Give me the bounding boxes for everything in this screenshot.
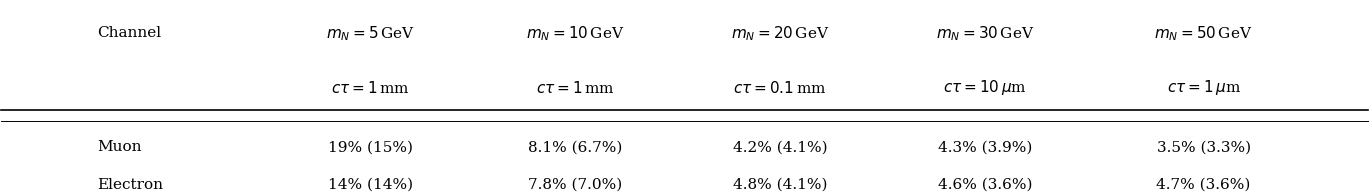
Text: $m_N = 10\,$GeV: $m_N = 10\,$GeV [526,24,624,42]
Text: $c\tau = 1\,$mm: $c\tau = 1\,$mm [535,80,615,95]
Text: $c\tau = 1\,$mm: $c\tau = 1\,$mm [331,80,409,95]
Text: $c\tau = 1\,\mu$m: $c\tau = 1\,\mu$m [1166,78,1240,97]
Text: 19% (15%): 19% (15%) [327,140,413,154]
Text: $c\tau = 0.1\,$mm: $c\tau = 0.1\,$mm [734,80,827,95]
Text: $c\tau = 10\,\mu$m: $c\tau = 10\,\mu$m [943,78,1027,97]
Text: 8.1% (6.7%): 8.1% (6.7%) [528,140,623,154]
Text: 3.5% (3.3%): 3.5% (3.3%) [1157,140,1251,154]
Text: 4.7% (3.6%): 4.7% (3.6%) [1157,178,1251,192]
Text: 4.8% (4.1%): 4.8% (4.1%) [732,178,827,192]
Text: $m_N = 5\,$GeV: $m_N = 5\,$GeV [326,24,415,42]
Text: Channel: Channel [97,26,162,40]
Text: $m_N = 20\,$GeV: $m_N = 20\,$GeV [731,24,830,42]
Text: $m_N = 30\,$GeV: $m_N = 30\,$GeV [936,24,1034,42]
Text: Muon: Muon [97,140,141,154]
Text: $m_N = 50\,$GeV: $m_N = 50\,$GeV [1154,24,1253,42]
Text: 7.8% (7.0%): 7.8% (7.0%) [528,178,623,192]
Text: 14% (14%): 14% (14%) [327,178,413,192]
Text: 4.2% (4.1%): 4.2% (4.1%) [732,140,827,154]
Text: Electron: Electron [97,178,163,192]
Text: 4.6% (3.6%): 4.6% (3.6%) [938,178,1032,192]
Text: 4.3% (3.9%): 4.3% (3.9%) [938,140,1032,154]
